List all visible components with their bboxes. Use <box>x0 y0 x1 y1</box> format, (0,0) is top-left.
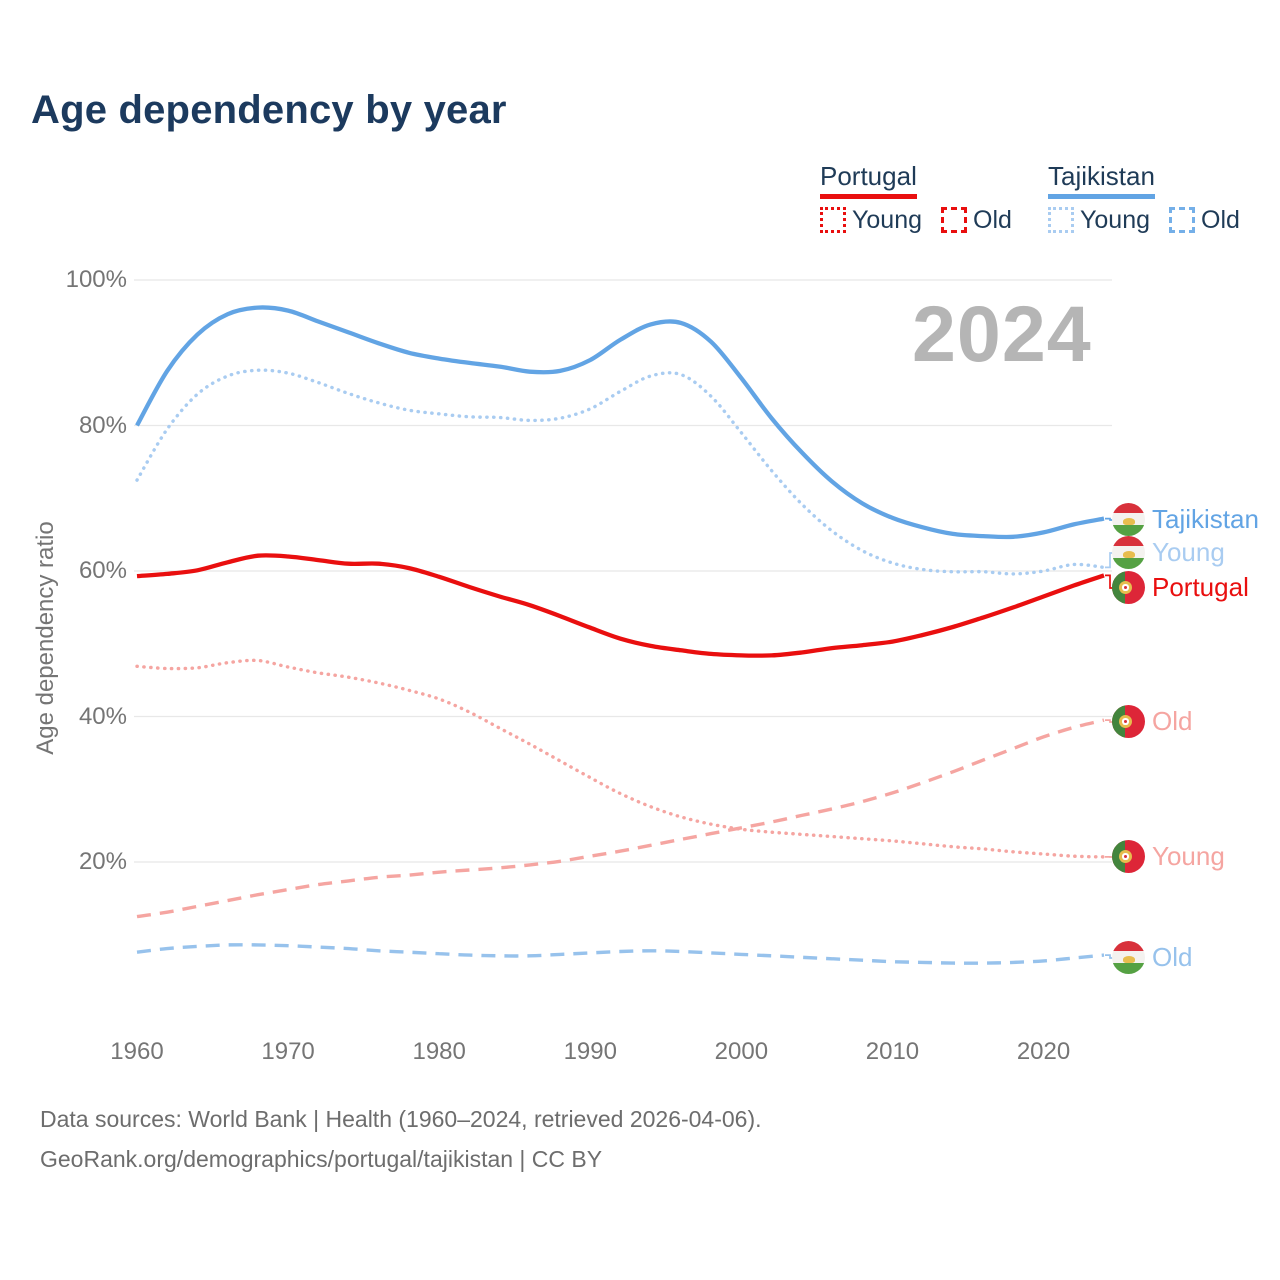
legend-group-tajikistan: Tajikistan Young Old <box>1048 162 1259 235</box>
tajikistan-flag-icon <box>1112 536 1145 569</box>
x-axis-tick-label: 2010 <box>865 1038 920 1065</box>
x-axis-tick-label: 2000 <box>714 1038 769 1065</box>
page-title: Age dependency by year <box>31 88 507 132</box>
dashed-line-swatch-icon <box>941 207 967 234</box>
portugal-flag-icon <box>1112 840 1145 873</box>
tajikistan-flag-icon <box>1112 503 1145 536</box>
end-label-tajikistan-old: Old <box>1112 941 1192 974</box>
legend-item-tajikistan-young: Young <box>1048 206 1150 235</box>
series-line-pt_young <box>135 658 1106 859</box>
x-axis-tick-label: 2020 <box>1016 1038 1071 1065</box>
series-line-tj_young <box>135 368 1106 576</box>
legend-label: Young <box>1080 205 1150 234</box>
legend-item-tajikistan-old: Old <box>1169 206 1240 235</box>
y-axis-tick-label: 40% <box>78 702 127 730</box>
legend-country-portugal: Portugal <box>820 162 917 199</box>
x-axis-tick-label: 1980 <box>412 1038 466 1065</box>
dotted-line-swatch-icon <box>820 207 846 234</box>
y-axis-tick-label: 100% <box>65 266 127 293</box>
y-axis-tick-label: 20% <box>78 848 127 875</box>
end-label-tajikistan-total: Tajikistan <box>1112 503 1259 536</box>
y-axis-tick-label: 80% <box>78 411 127 439</box>
legend-items-portugal: Young Old <box>820 206 1031 235</box>
x-axis-tick-label: 1990 <box>563 1038 617 1065</box>
legend-item-portugal-old: Old <box>941 206 1012 235</box>
end-label-tajikistan-young: Young <box>1112 536 1225 569</box>
legend-label: Young <box>852 205 922 234</box>
end-label-text: Old <box>1152 942 1193 972</box>
legend-label: Old <box>973 205 1012 234</box>
dotted-line-swatch-icon <box>1048 207 1074 234</box>
legend-group-portugal: Portugal Young Old <box>820 162 1031 235</box>
end-label-portugal-old: Old <box>1112 705 1192 738</box>
end-label-text: Portugal <box>1152 572 1249 602</box>
portugal-flag-icon <box>1112 705 1145 738</box>
year-watermark: 2024 <box>912 289 1092 378</box>
y-axis-tick-label: 60% <box>78 557 127 584</box>
series-line-pt_total <box>136 553 1105 658</box>
legend-label: Old <box>1201 205 1240 234</box>
legend-items-tajikistan: Young Old <box>1048 206 1259 235</box>
x-axis-tick-label: 1970 <box>261 1038 315 1065</box>
end-label-portugal-total: Portugal <box>1112 571 1249 604</box>
x-axis-tick-label: 1960 <box>110 1038 164 1065</box>
series-line-tj_old <box>136 943 1105 965</box>
data-sources-note: Data sources: World Bank | Health (1960–… <box>40 1106 762 1132</box>
end-label-text: Young <box>1152 841 1225 871</box>
tajikistan-flag-icon <box>1112 941 1145 974</box>
series-line-pt_old <box>136 718 1105 919</box>
attribution-note: GeoRank.org/demographics/portugal/tajiki… <box>40 1146 603 1172</box>
end-label-portugal-young: Young <box>1112 840 1225 873</box>
dashed-line-swatch-icon <box>1169 207 1195 234</box>
end-label-text: Old <box>1152 706 1193 736</box>
end-label-text: Tajikistan <box>1152 504 1259 534</box>
portugal-flag-icon <box>1112 571 1145 604</box>
end-label-text: Young <box>1152 537 1225 567</box>
legend-item-portugal-young: Young <box>820 206 922 235</box>
legend-country-tajikistan: Tajikistan <box>1048 162 1155 199</box>
